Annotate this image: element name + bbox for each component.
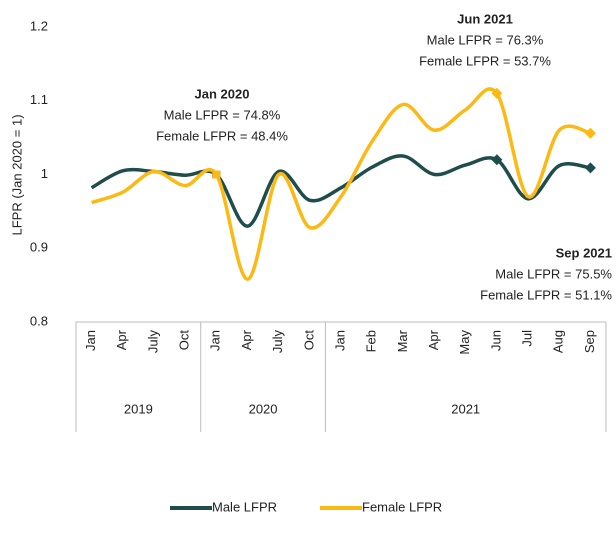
x-tick-label: Jan — [208, 330, 223, 351]
marker — [584, 127, 596, 139]
x-tick-label: Apr — [239, 329, 254, 350]
annotation-title: Jan 2020 — [195, 86, 250, 101]
x-tick-label: Jun — [488, 330, 503, 351]
y-tick-label: 0.9 — [30, 240, 48, 255]
x-tick-label: Apr — [114, 329, 129, 350]
annotation-text: Male LFPR = 74.8% — [164, 107, 281, 122]
y-tick-label: 1.1 — [30, 92, 48, 107]
x-tick-label: Oct — [301, 330, 316, 351]
x-tick-label: Jan — [83, 330, 98, 351]
line — [90, 154, 591, 228]
annotation-text: Female LFPR = 51.1% — [480, 287, 612, 302]
x-tick-label: Jan — [332, 330, 347, 351]
x-tick-label: May — [457, 330, 472, 355]
x-tick-label: July — [145, 330, 160, 354]
annotation-title: Sep 2021 — [556, 245, 612, 260]
x-tick-label: Aug — [551, 330, 566, 353]
y-tick-label: 0.8 — [30, 313, 48, 328]
group-label: 2021 — [451, 401, 480, 416]
x-tick-label: Feb — [364, 330, 379, 352]
x-tick-label: Apr — [426, 329, 441, 350]
group-label: 2020 — [249, 401, 278, 416]
marker — [584, 162, 596, 174]
annotation-title: Jun 2021 — [457, 11, 513, 26]
marker — [491, 154, 503, 166]
x-tick-label: Mar — [395, 329, 410, 352]
group-label: 2019 — [124, 401, 153, 416]
annotation-text: Male LFPR = 76.3% — [427, 32, 544, 47]
line — [91, 87, 591, 281]
marker — [212, 170, 221, 179]
x-tick-label: Sep — [582, 330, 597, 353]
annotation-text: Female LFPR = 53.7% — [419, 53, 551, 68]
legend-label: Male LFPR — [212, 499, 277, 514]
annotation-text: Female LFPR = 48.4% — [156, 128, 288, 143]
y-axis-label: LFPR (Jan 2020 = 1) — [9, 114, 24, 235]
y-tick-label: 1.2 — [30, 18, 48, 33]
marker — [491, 87, 503, 99]
x-tick-label: July — [270, 330, 285, 354]
annotation-text: Male LFPR = 75.5% — [495, 266, 612, 281]
legend-label: Female LFPR — [362, 499, 442, 514]
x-tick-label: Jul — [519, 330, 534, 347]
x-tick-label: Oct — [177, 330, 192, 351]
y-tick-label: 1 — [41, 166, 48, 181]
